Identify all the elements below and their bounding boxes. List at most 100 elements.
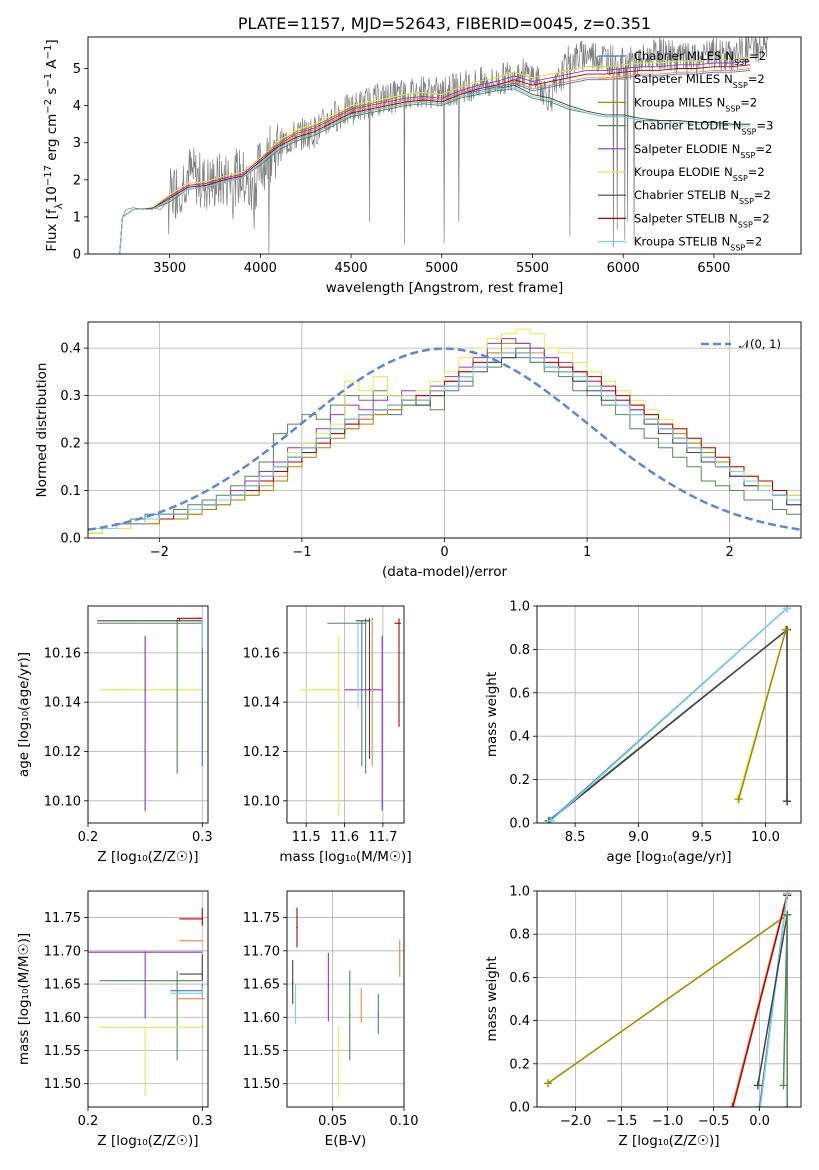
histogram-8 (88, 352, 801, 538)
y-label-part: erg cm (44, 114, 60, 165)
x-axis-label: (data-model)/error (382, 564, 508, 580)
legend-ssp: SSP (741, 127, 756, 136)
ticks: 0.2 0.3 11.50 11.55 11.60 11.65 11.70 11.75 (44, 911, 213, 1129)
chart-age_vs_Z: 0.2 0.3 10.10 10.12 10.14 10.16 Z [log₁₀(Z/Z☉)… (16, 605, 213, 865)
data-point-2 (144, 951, 146, 953)
legend-name: Salpeter MILES (634, 72, 720, 86)
axes-frame (87, 605, 209, 824)
y-tick-label: 0.6 (509, 686, 530, 701)
data-point-6 (371, 617, 373, 620)
legend-entry: Chabrier MILES NSSP=2 (634, 49, 766, 67)
chart-age_vs_mass: 11.5 11.6 11.7 10.10 10.12 10.14 10.16 mass [lo… (243, 605, 412, 865)
model-line-5 (119, 56, 751, 254)
legend-entry: Kroupa STELIB NSSP=2 (634, 235, 762, 253)
data-point-6 (360, 1005, 362, 1007)
legend-name: Kroupa ELODIE (634, 165, 720, 179)
y-label-part: 10 (44, 186, 60, 203)
legend-name: Salpeter ELODIE (634, 142, 728, 156)
x-tick-label: 5000 (425, 261, 458, 276)
y-label-part: −2 (43, 99, 54, 114)
legend-val: =2 (740, 95, 757, 109)
legend: 𝒩(0, 1) (701, 337, 781, 351)
legend-ssp: SSP (733, 81, 748, 90)
legend-ssp: SSP (740, 150, 755, 159)
weight-marker-3 (546, 816, 555, 823)
y-tick-label: 0.2 (509, 1057, 530, 1072)
y-tick-label: 2 (73, 173, 81, 188)
data-point-1 (201, 940, 204, 942)
legend-n: N (729, 211, 738, 225)
y-tick-label: 10.10 (44, 794, 81, 809)
x-tick-label: 0 (440, 545, 448, 560)
legend-n: N (732, 142, 741, 156)
grid (287, 891, 405, 1107)
weight-marker-1 (783, 797, 792, 806)
x-axis-label: age [log₁₀(age/yr)] (606, 849, 731, 865)
legend-n: N (724, 72, 733, 86)
y-tick-label: 11.70 (44, 944, 81, 959)
plot-area (544, 891, 792, 1107)
grid (287, 606, 404, 823)
legend-val: =2 (748, 72, 765, 86)
x-tick-label: −1.0 (652, 1114, 684, 1129)
weight-marker-7 (779, 1081, 788, 1090)
y-label-part: A (44, 59, 60, 73)
y-tick-label: 10.12 (44, 745, 81, 760)
legend-name: Salpeter STELIB (634, 211, 725, 225)
y-tick-label: 0.6 (509, 971, 530, 986)
data-point-3 (327, 985, 330, 987)
y-tick-label: 0.0 (60, 532, 81, 547)
data-point-5 (368, 619, 371, 622)
x-tick-label: 9.5 (692, 830, 713, 845)
x-tick-label: 0.3 (192, 1114, 213, 1129)
data-point-2 (176, 622, 178, 625)
data-point-4 (176, 979, 178, 982)
x-tick-label: 0.05 (318, 1114, 347, 1129)
legend-ssp: SSP (739, 197, 754, 206)
legend-entry: Salpeter ELODIE NSSP=2 (634, 142, 772, 160)
chart-residuals: −2 −1 0 1 2 0.0 0.1 0.2 0.3 0.4 (data-model)/error… (34, 321, 802, 580)
plot-area (291, 907, 401, 1098)
legend-name: Kroupa STELIB (634, 235, 718, 249)
weight-marker-5 (756, 1103, 765, 1107)
chart-mass_vs_ebv: 0.05 0.10 11.50 11.55 11.60 11.65 11.70 11.75 E(… (243, 890, 419, 1149)
data-point-5 (348, 1014, 351, 1017)
y-tick-label: 1.0 (509, 600, 530, 615)
chart-title: PLATE=1157, MJD=52643, FIBERID=0045, z=0… (238, 14, 651, 33)
y-axis-label: Normed distribution (34, 363, 50, 498)
y-tick-label: 11.75 (243, 911, 280, 926)
x-tick-label: −1.5 (606, 1114, 638, 1129)
x-tick-label: 10.0 (751, 830, 780, 845)
axes-frame (536, 605, 802, 824)
axes-frame (87, 890, 209, 1108)
weight-marker-3 (728, 1103, 737, 1107)
legend-entry: Salpeter MILES NSSP=2 (634, 72, 765, 90)
legend-entry: Kroupa ELODIE NSSP=2 (634, 165, 765, 183)
x-axis-label: Z [log₁₀(Z/Z☉)] (97, 1133, 198, 1149)
x-tick-label: 6500 (697, 261, 730, 276)
x-tick-label: 0.0 (749, 1114, 770, 1129)
legend-val: =2 (755, 142, 772, 156)
y-tick-label: 11.60 (44, 1011, 81, 1026)
model-line-4 (119, 60, 751, 254)
plot-area (544, 606, 792, 823)
x-tick-label: 5500 (516, 261, 549, 276)
ticks: 0.05 0.10 11.50 11.55 11.60 11.65 11.70 11.75 (243, 911, 419, 1129)
axes-frame (286, 890, 405, 1108)
data-point-7 (398, 622, 400, 625)
y-tick-label: 0.4 (509, 730, 530, 745)
x-axis-label: Z [log₁₀(Z/Z☉)] (97, 849, 198, 865)
weight-line-6 (757, 914, 788, 1086)
weight-line-5 (738, 629, 787, 800)
x-axis-label: wavelength [Angstrom, rest frame] (326, 280, 564, 296)
legend-name: Chabrier ELODIE (634, 119, 729, 133)
y-label-part: s (44, 88, 60, 99)
weight-marker-5 (734, 795, 743, 804)
weight-marker-7 (783, 1103, 792, 1107)
data-point-3 (178, 619, 181, 622)
axes-frame (87, 321, 802, 539)
grid (537, 890, 801, 1108)
y-tick-label: 1 (73, 210, 81, 225)
legend-ssp: SSP (734, 58, 749, 67)
x-tick-label: −0.5 (698, 1114, 730, 1129)
